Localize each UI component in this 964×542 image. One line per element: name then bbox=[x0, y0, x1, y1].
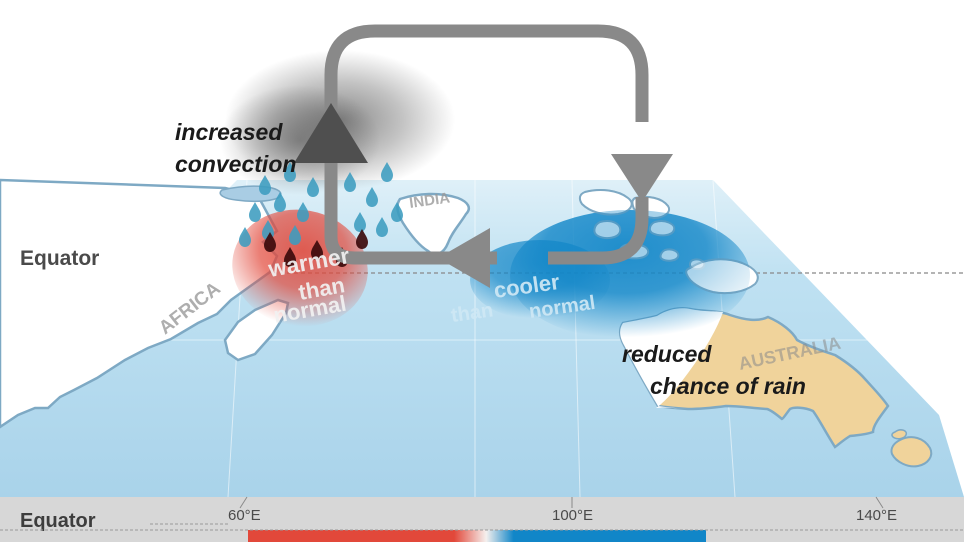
svg-text:increased: increased bbox=[175, 119, 283, 145]
svg-text:60°E: 60°E bbox=[228, 507, 261, 524]
svg-text:Equator: Equator bbox=[20, 510, 96, 532]
svg-text:convection: convection bbox=[175, 151, 296, 177]
svg-text:reduced: reduced bbox=[622, 341, 712, 367]
svg-text:chance of rain: chance of rain bbox=[650, 373, 806, 399]
svg-text:Equator: Equator bbox=[20, 247, 99, 270]
svg-text:140°E: 140°E bbox=[856, 507, 897, 524]
svg-text:100°E: 100°E bbox=[552, 507, 593, 524]
